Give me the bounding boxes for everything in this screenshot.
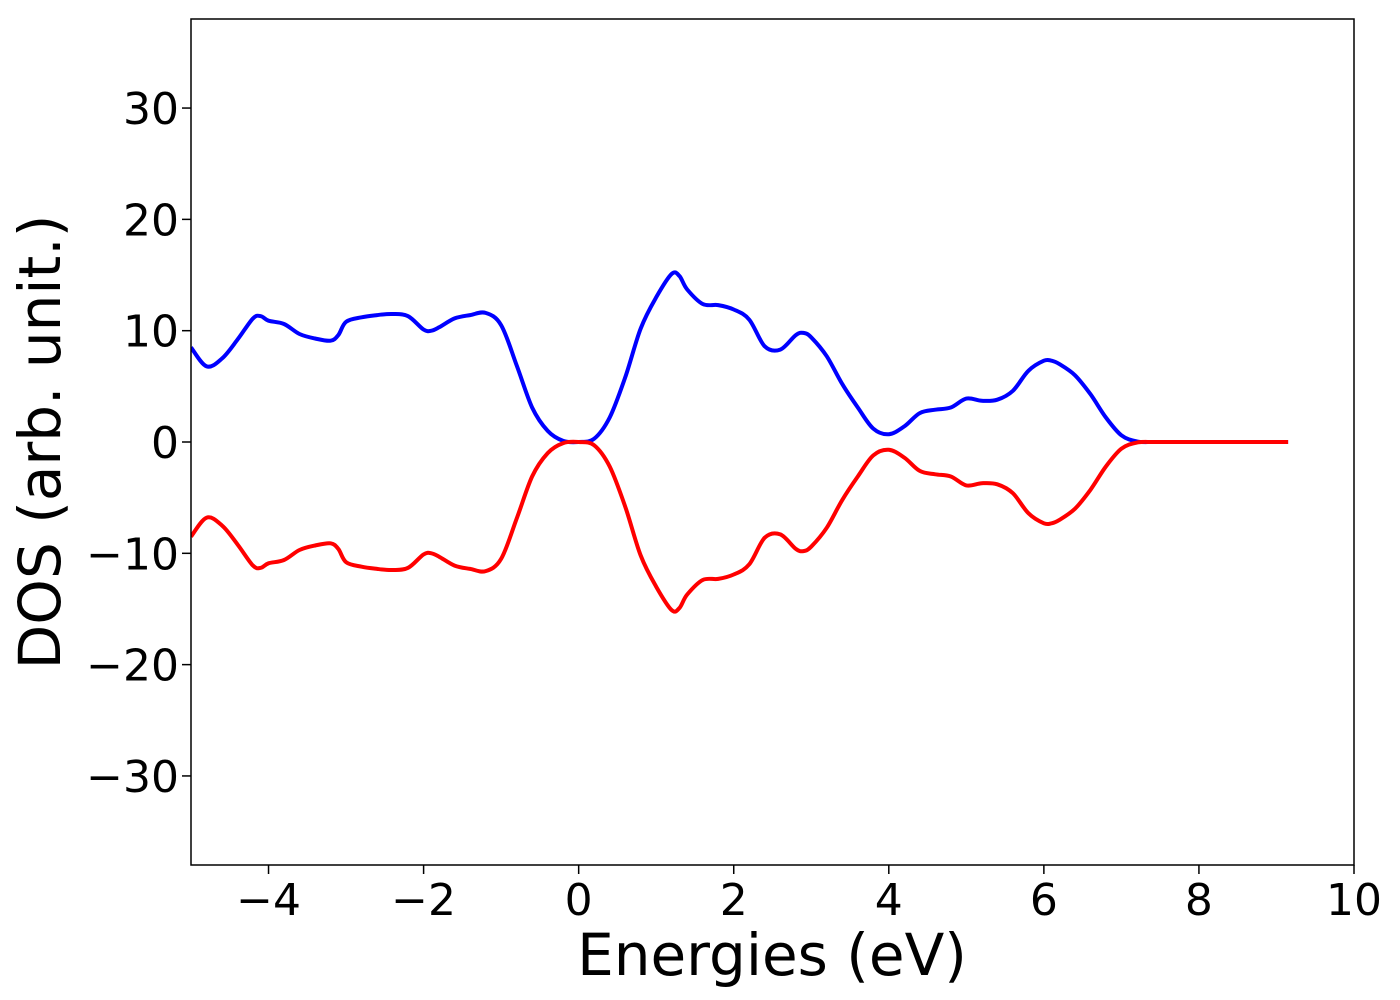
y-axis-title: DOS (arb. unit.) [6,215,74,670]
x-axis-title: Energies (eV) [577,921,967,989]
series-line-positive [191,270,1289,445]
x-tick-label: 2 [720,875,748,926]
y-tick-label: 30 [123,84,179,135]
y-tick-label: 0 [151,418,179,469]
series-line-negative [191,439,1289,614]
x-tick-label: −2 [391,875,456,926]
y-axis: 30 20 10 0 −10 −20 −30 [86,84,191,803]
x-tick-label: 6 [1030,875,1058,926]
x-tick-label: −4 [236,875,301,926]
y-tick-label: 10 [123,307,179,358]
x-axis: −4 −2 0 2 4 6 8 10 [236,865,1382,926]
y-tick-label: −20 [86,641,179,692]
x-tick-label: 8 [1185,875,1213,926]
x-tick-label: 0 [565,875,593,926]
y-tick-label: −30 [86,752,179,803]
x-tick-label: 4 [875,875,903,926]
series-layer [191,270,1289,614]
y-tick-label: 20 [123,195,179,246]
y-tick-label: −10 [86,529,179,580]
x-tick-label: 10 [1326,875,1382,926]
